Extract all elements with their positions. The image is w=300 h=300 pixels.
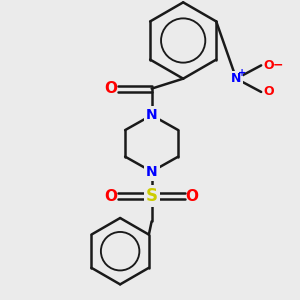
Text: N: N (146, 165, 158, 178)
Text: S: S (146, 188, 158, 206)
Text: N: N (231, 72, 242, 85)
Text: +: + (238, 68, 246, 78)
Text: O: O (186, 189, 199, 204)
Text: O: O (105, 81, 118, 96)
Text: O: O (263, 59, 274, 72)
Text: O: O (105, 189, 118, 204)
Text: N: N (146, 108, 158, 122)
Text: O: O (263, 85, 274, 98)
Text: −: − (273, 59, 284, 72)
